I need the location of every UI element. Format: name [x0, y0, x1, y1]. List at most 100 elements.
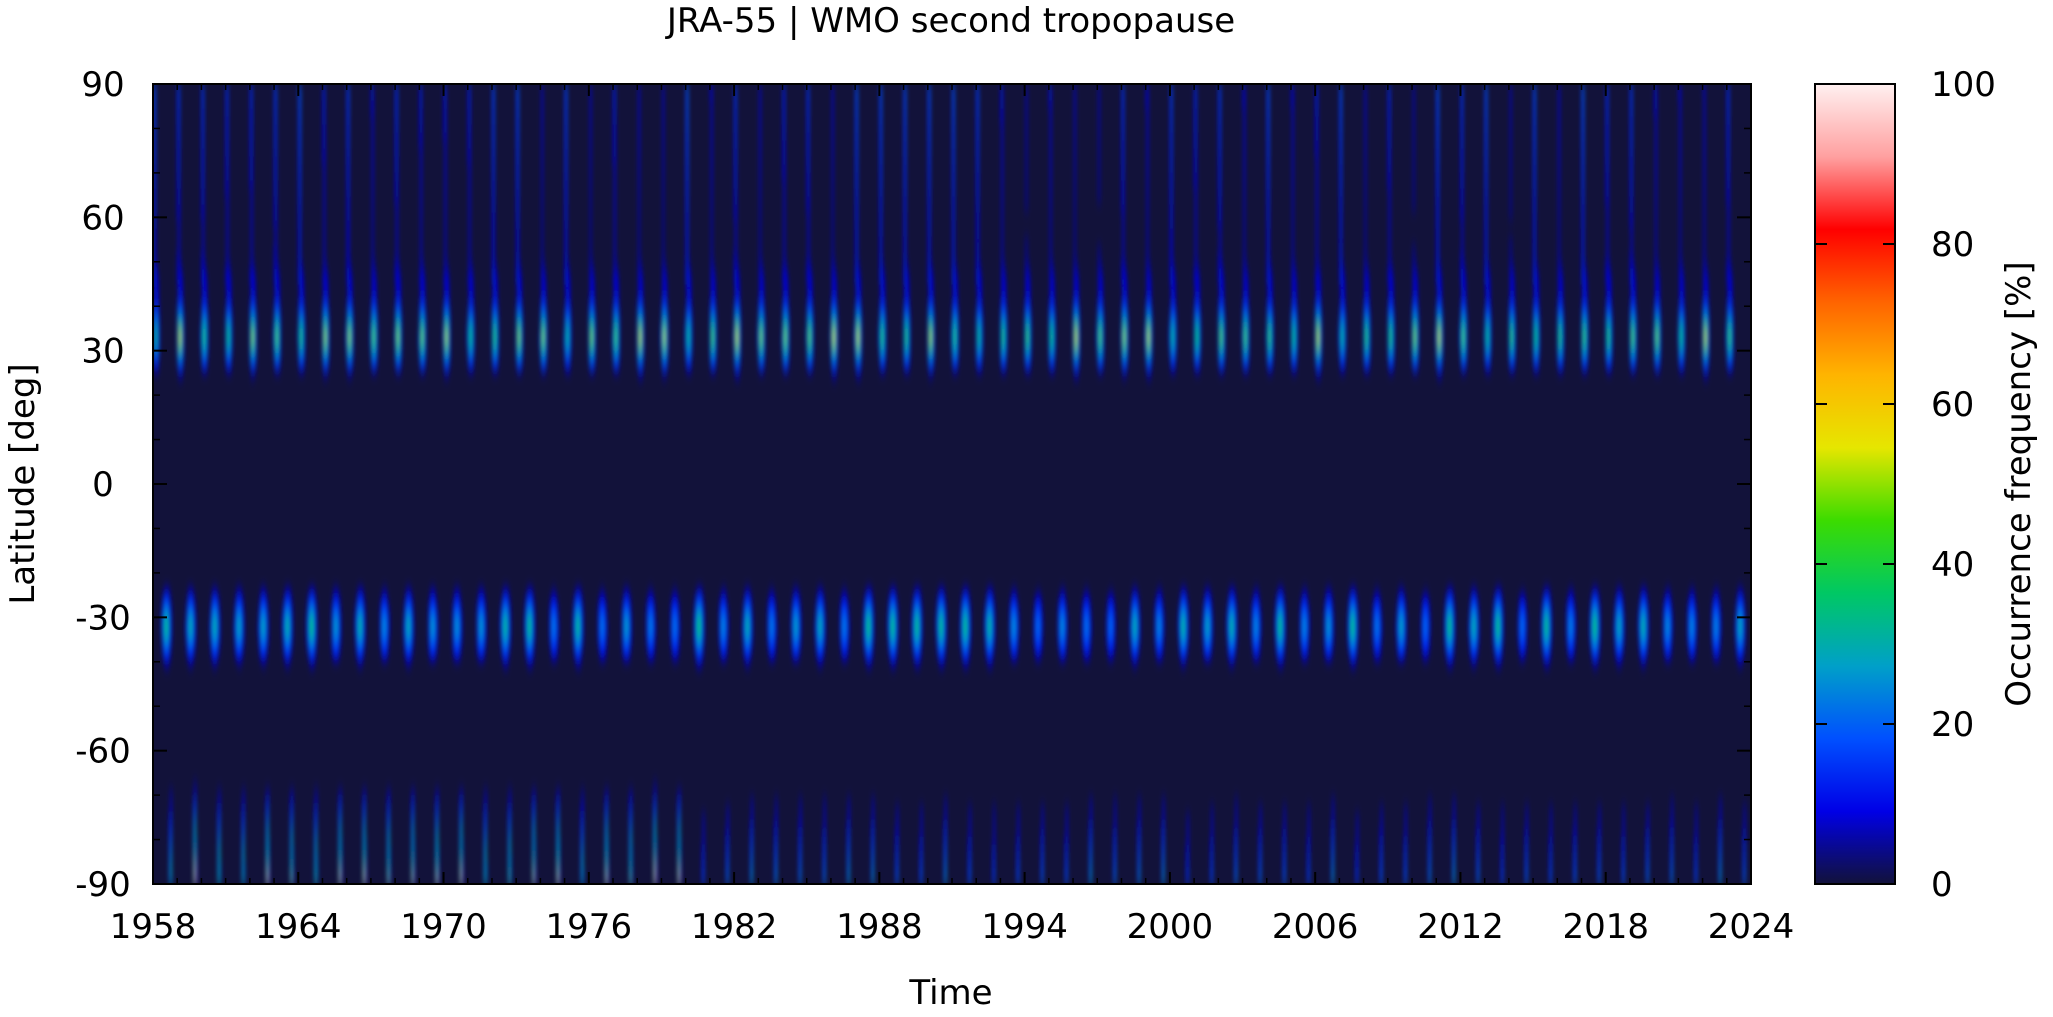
heatmap-cell — [408, 652, 410, 661]
heatmap-cell — [347, 148, 350, 157]
heatmap-cell — [412, 836, 414, 845]
heatmap-cell — [363, 620, 366, 629]
heatmap-cell — [192, 604, 194, 613]
heatmap-cell — [623, 596, 625, 605]
heatmap-cell — [455, 620, 458, 629]
heatmap-cell — [710, 180, 713, 189]
heatmap-cell — [177, 132, 179, 141]
heatmap-cell — [701, 844, 704, 853]
heatmap-cell — [501, 620, 503, 629]
heatmap-cell — [630, 868, 632, 877]
heatmap-cell — [276, 316, 278, 325]
heatmap-cell — [435, 860, 438, 869]
heatmap-cell — [300, 260, 302, 269]
heatmap-cell — [169, 836, 171, 845]
heatmap-cell — [672, 604, 675, 613]
heatmap-cell — [605, 636, 607, 645]
heatmap-cell — [276, 348, 278, 357]
heatmap-cell — [628, 596, 630, 605]
heatmap-cell — [736, 324, 738, 333]
heatmap-cell — [525, 596, 527, 605]
heatmap-cell — [436, 860, 439, 869]
heatmap-cell — [323, 196, 326, 205]
heatmap-cell — [494, 308, 496, 317]
heatmap-cell — [479, 604, 482, 613]
heatmap-cell — [274, 220, 276, 229]
heatmap-cell — [605, 852, 607, 861]
heatmap-cell — [242, 820, 245, 829]
heatmap-cell — [249, 124, 252, 133]
heatmap-cell — [719, 620, 721, 629]
heatmap-cell — [589, 340, 592, 349]
heatmap-cell — [169, 644, 171, 653]
heatmap-cell — [534, 836, 536, 845]
heatmap-cell — [213, 660, 216, 669]
heatmap-cell — [616, 340, 618, 349]
heatmap-cell — [157, 300, 159, 309]
heatmap-cell — [286, 660, 288, 669]
heatmap-cell — [274, 260, 276, 269]
heatmap-cell — [541, 100, 543, 109]
heatmap-cell — [727, 804, 729, 813]
heatmap-cell — [347, 236, 350, 245]
heatmap-cell — [710, 316, 713, 325]
heatmap-cell — [258, 604, 261, 613]
heatmap-cell — [170, 796, 172, 805]
heatmap-cell — [638, 124, 640, 133]
heatmap-cell — [678, 836, 681, 845]
heatmap-cell — [528, 636, 530, 645]
heatmap-cell — [179, 284, 181, 293]
heatmap-cell — [212, 588, 215, 597]
heatmap-cell — [386, 604, 388, 613]
heatmap-cell — [604, 636, 606, 645]
heatmap-cell — [313, 644, 315, 653]
heatmap-cell — [331, 620, 334, 629]
heatmap-cell — [495, 276, 497, 285]
heatmap-cell — [227, 292, 230, 301]
heatmap-cell — [725, 604, 727, 613]
heatmap-cell — [205, 316, 208, 325]
heatmap-cell — [301, 364, 303, 373]
heatmap-cell — [737, 348, 739, 357]
heatmap-cell — [651, 612, 653, 621]
heatmap-cell — [337, 604, 340, 613]
heatmap-cell — [398, 332, 400, 341]
heatmap-cell — [517, 340, 519, 349]
heatmap-cell — [299, 148, 301, 157]
heatmap-cell — [653, 828, 655, 837]
heatmap-cell — [323, 332, 326, 341]
heatmap-cell — [574, 644, 577, 653]
heatmap-cell — [497, 308, 499, 317]
heatmap-cell — [638, 356, 640, 365]
heatmap-cell — [186, 628, 188, 637]
heatmap-cell — [299, 140, 301, 149]
heatmap-cell — [193, 852, 195, 861]
heatmap-cell — [457, 604, 460, 613]
heatmap-cell — [573, 596, 576, 605]
heatmap-cell — [396, 180, 398, 189]
heatmap-cell — [291, 860, 293, 869]
heatmap-cell — [430, 628, 432, 637]
heatmap-cell — [726, 620, 728, 629]
heatmap-cell — [356, 620, 359, 629]
heatmap-cell — [202, 204, 204, 213]
heatmap-cell — [351, 356, 354, 365]
heatmap-cell — [556, 804, 559, 813]
heatmap-cell — [448, 348, 451, 357]
heatmap-cell — [638, 140, 640, 149]
heatmap-cell — [478, 596, 481, 605]
heatmap-cell — [287, 660, 289, 669]
heatmap-cell — [267, 812, 269, 821]
heatmap-cell — [205, 348, 208, 357]
heatmap-cell — [348, 284, 351, 293]
heatmap-cell — [640, 372, 642, 381]
heatmap-cell — [373, 324, 376, 333]
heatmap-cell — [169, 820, 171, 829]
heatmap-cell — [493, 252, 495, 261]
heatmap-cell — [624, 596, 626, 605]
heatmap-cell — [735, 220, 737, 229]
heatmap-cell — [348, 292, 351, 301]
heatmap-cell — [155, 364, 157, 373]
heatmap-cell — [249, 324, 252, 333]
